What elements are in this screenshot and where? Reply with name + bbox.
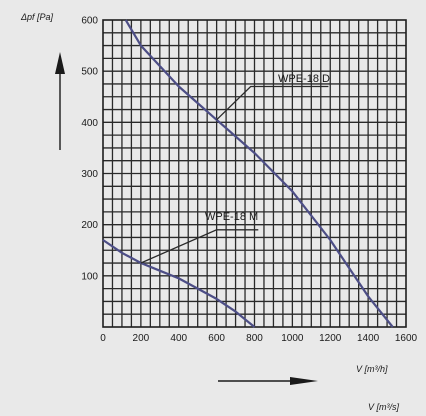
x-axis-label: V [m³/h] [356,364,388,374]
chart-grid [102,19,407,328]
y-axis-arrow-icon [55,52,65,150]
y-tick-label: 500 [81,67,98,78]
y-tick-label: 300 [81,169,98,180]
x-tick-label: 1600 [395,333,418,344]
x-tick-label: 1200 [319,333,342,344]
series-line-wpe-18-d [124,19,394,328]
y-tick-label: 100 [81,271,98,282]
x-axis-secondary-label: V [m³/s] [368,402,399,412]
x-tick-label: 1000 [281,333,304,344]
series-label-wpe-18-d: WPE-18 D [278,73,330,85]
x-tick-label: 0 [100,333,106,344]
y-tick-label: 400 [81,118,98,129]
x-tick-label: 400 [170,333,187,344]
y-tick-label: 600 [81,16,98,27]
series-leader-wpe-18-d [216,85,329,121]
chart-curves [102,19,394,328]
axis-tick-labels: 0 200 400 600 800 1000 1200 1400 1600 100 200 300 40… [81,16,417,345]
series-label-wpe-18-m: WPE-18 M [205,211,258,223]
x-tick-label: 1400 [357,333,380,344]
x-tick-label: 800 [246,333,263,344]
x-axis-arrow-icon [218,377,318,385]
series-line-wpe-18-m [102,239,256,328]
y-tick-label: 200 [81,220,98,231]
x-tick-label: 200 [133,333,150,344]
y-axis-label: Δpf [Pa] [20,12,54,22]
x-tick-label: 600 [208,333,225,344]
series-leader-lines: WPE-18 D WPE-18 M [140,73,330,264]
series-leader-wpe-18-m [140,229,259,264]
